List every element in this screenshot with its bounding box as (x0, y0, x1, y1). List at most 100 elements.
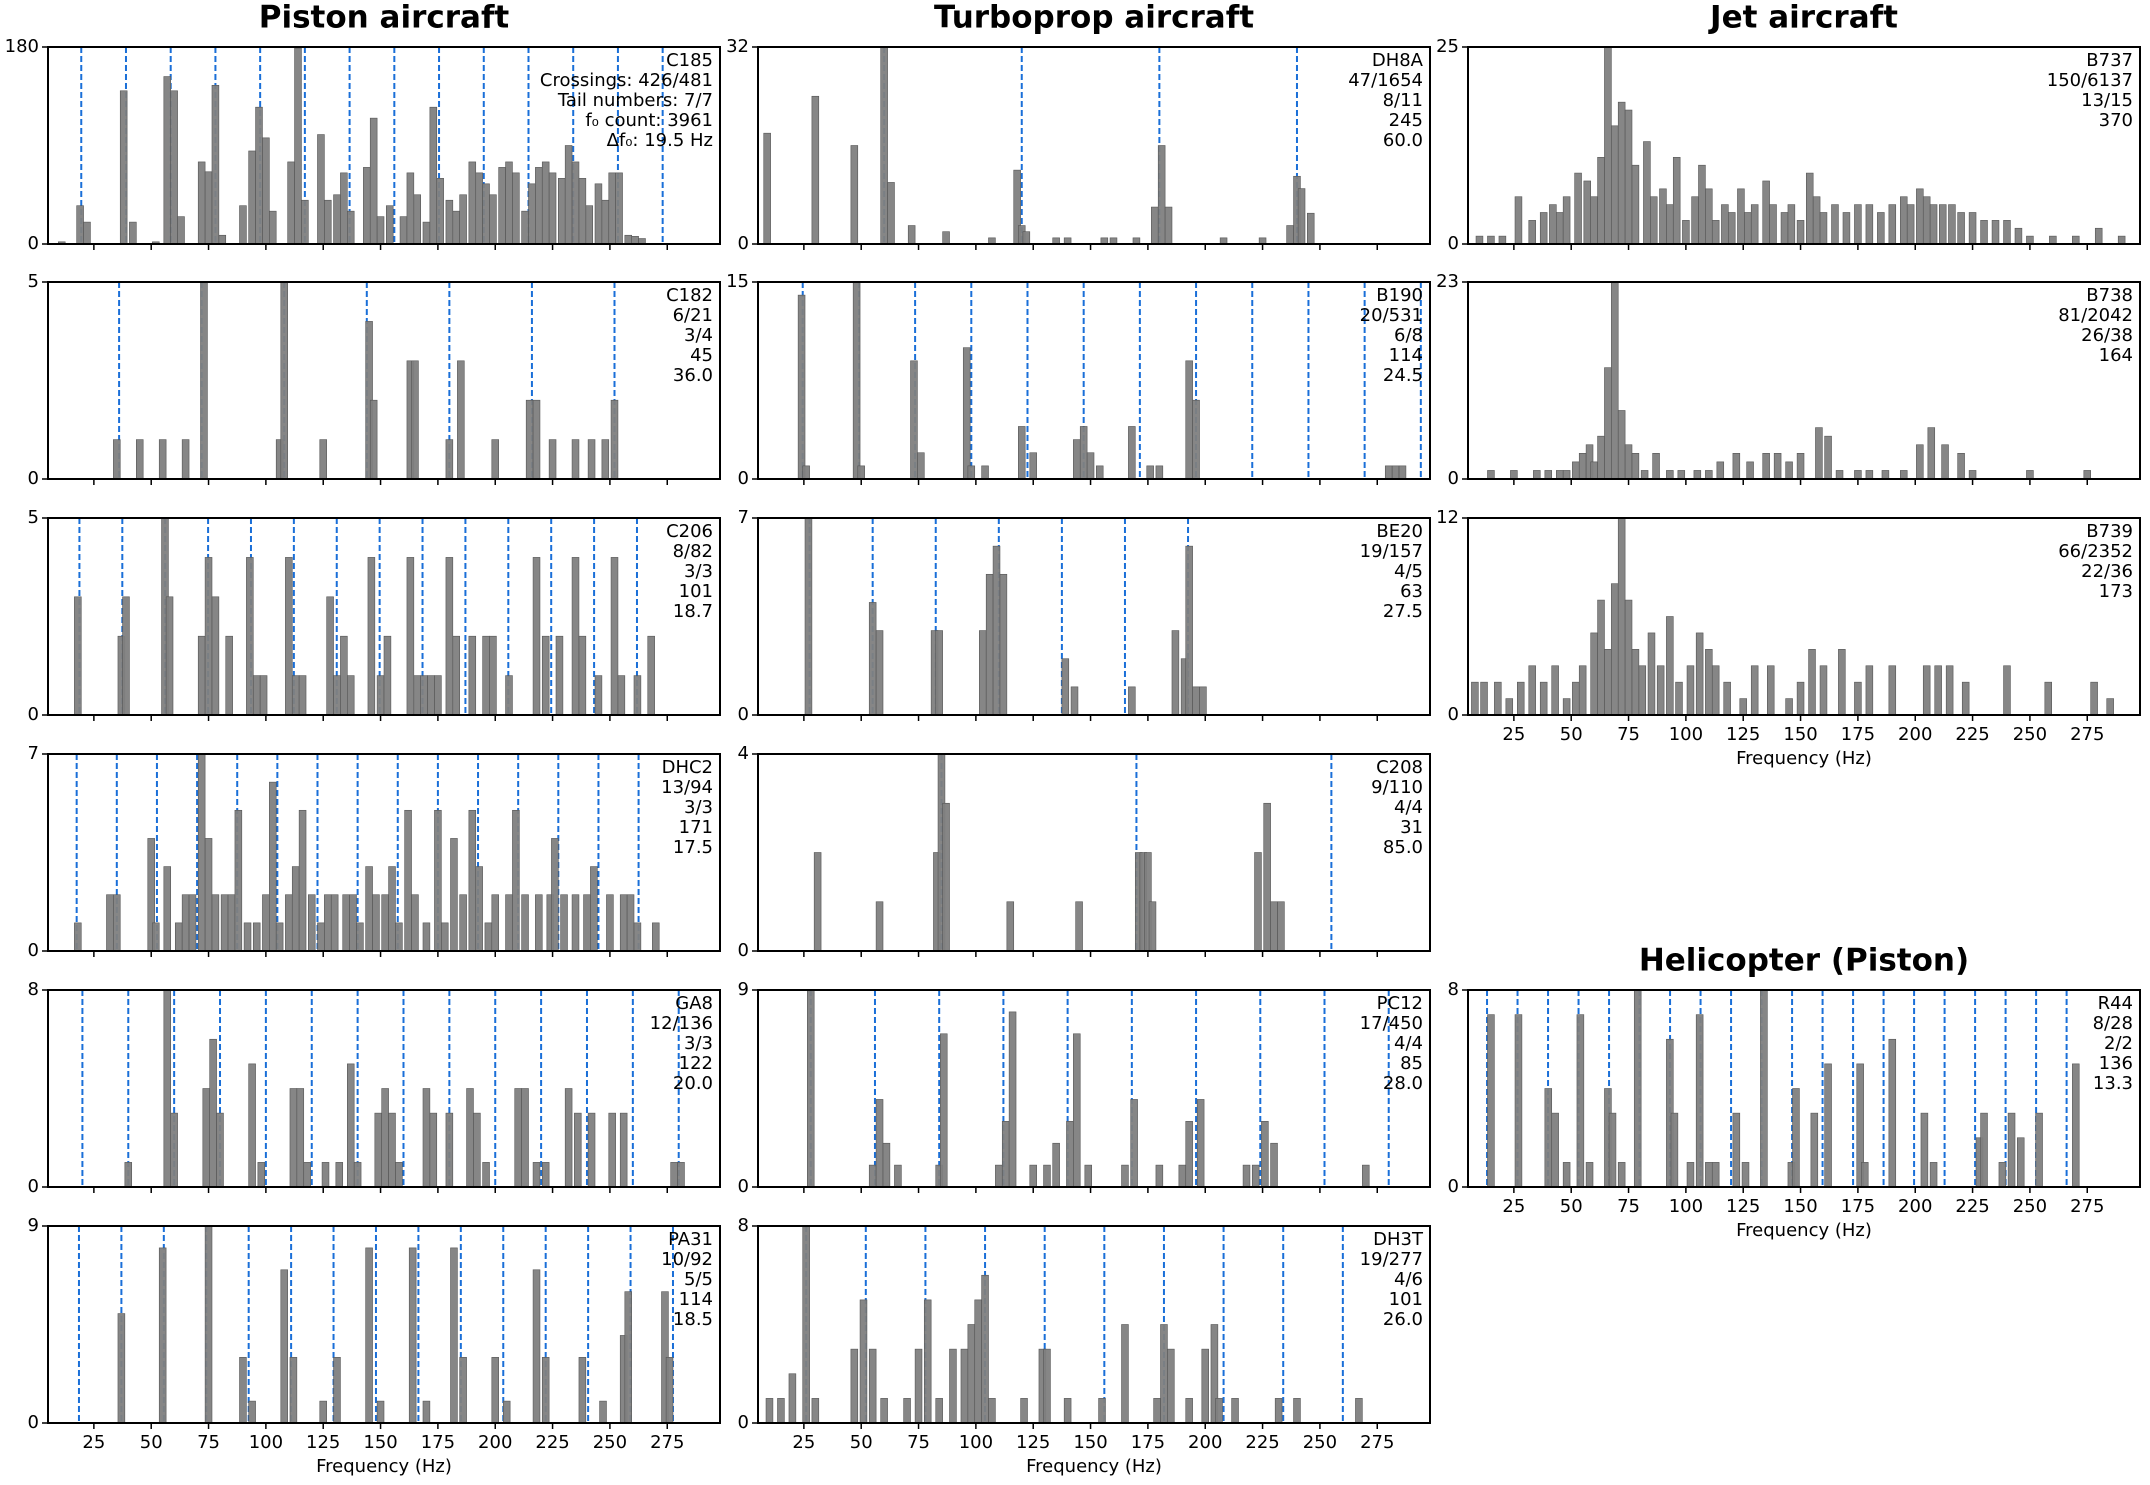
bar (1695, 1014, 1704, 1188)
bar (2026, 235, 2034, 245)
bar (1095, 465, 1104, 480)
bar (1881, 470, 1890, 480)
annotation: 85.0 (1383, 837, 1423, 858)
bar (1865, 665, 1874, 716)
annotation: 47/1654 (1348, 70, 1423, 91)
bar (170, 1112, 178, 1188)
bar (1597, 435, 1605, 480)
bar (548, 439, 557, 480)
bar (2083, 470, 2091, 480)
bar (1877, 212, 1885, 245)
bar (459, 894, 467, 952)
annotation: 370 (2099, 110, 2133, 131)
bar (2044, 681, 2052, 716)
bar (505, 161, 513, 245)
bar (243, 922, 252, 952)
bar (1705, 649, 1713, 716)
bar (303, 1162, 311, 1188)
annotation: 12/136 (650, 1013, 713, 1034)
bar (1741, 1162, 1750, 1188)
x-tick-label: 225 (535, 1432, 569, 1453)
bar (2049, 235, 2057, 245)
bar (1604, 367, 1612, 480)
bar (555, 635, 564, 716)
annotation: 24.5 (1383, 365, 1423, 386)
bar (665, 1357, 674, 1424)
bar (1638, 665, 1647, 716)
bar (106, 894, 114, 952)
bar (1480, 681, 1488, 716)
bar (1604, 649, 1612, 716)
bar (1835, 470, 1844, 480)
bar (617, 675, 626, 716)
bar (1528, 665, 1536, 716)
bar (289, 1357, 298, 1424)
bar (981, 1274, 989, 1424)
bar (857, 465, 865, 480)
annotation: 31 (1400, 817, 1423, 838)
y-tick-label: 8 (738, 1215, 749, 1236)
bar (1185, 1121, 1193, 1188)
bar (211, 894, 220, 952)
bar (887, 182, 895, 245)
bar (255, 106, 263, 245)
bar (2094, 227, 2103, 245)
bar (1084, 1164, 1093, 1188)
bar (1769, 204, 1777, 245)
bar (347, 1063, 355, 1188)
bar (942, 802, 950, 952)
bar (457, 360, 465, 480)
bar (333, 675, 341, 716)
bar (333, 1357, 341, 1424)
bar (422, 1088, 431, 1188)
bar (1514, 1014, 1523, 1188)
bar (608, 172, 616, 245)
bar (1640, 470, 1649, 480)
bar (1785, 698, 1793, 716)
annotation: 173 (2099, 581, 2133, 602)
bar (294, 47, 302, 245)
bar (1796, 453, 1805, 480)
bar (505, 894, 513, 952)
bar (1773, 453, 1782, 480)
bar (1151, 206, 1159, 245)
bar (395, 922, 403, 952)
axes-frame (47, 281, 721, 480)
bar (365, 1247, 373, 1424)
bar (489, 194, 497, 245)
bar (269, 781, 277, 952)
bar (521, 1088, 529, 1188)
bar (1475, 235, 1484, 245)
bar (1617, 517, 1626, 716)
bar (342, 894, 350, 952)
y-tick-label: 0 (738, 1176, 749, 1197)
bar (788, 1373, 797, 1424)
bar (298, 675, 307, 716)
bar (218, 234, 227, 245)
bar (2090, 681, 2098, 716)
bar (280, 281, 288, 480)
x-tick-label: 25 (82, 1432, 105, 1453)
annotation: 6/8 (1394, 325, 1423, 346)
bar (1945, 665, 1954, 716)
bar (1686, 1162, 1695, 1188)
axes-frame (757, 281, 1431, 480)
x-tick-label: 25 (1502, 724, 1525, 745)
y-tick-label: 5 (28, 271, 39, 292)
bar (882, 1142, 891, 1188)
bar (482, 183, 490, 245)
bar (1192, 399, 1200, 480)
bar (1888, 665, 1897, 716)
bar (2106, 698, 2114, 716)
bar (610, 399, 619, 480)
y-tick-label: 4 (738, 743, 749, 764)
annotation: 2/2 (2104, 1033, 2133, 1054)
annotation: 85 (1400, 1053, 1423, 1074)
bar (587, 439, 596, 480)
bar (910, 360, 918, 480)
bar (1723, 681, 1731, 716)
annotation: 19/157 (1360, 541, 1423, 562)
bar (1201, 1348, 1209, 1424)
bar (1939, 204, 1947, 245)
